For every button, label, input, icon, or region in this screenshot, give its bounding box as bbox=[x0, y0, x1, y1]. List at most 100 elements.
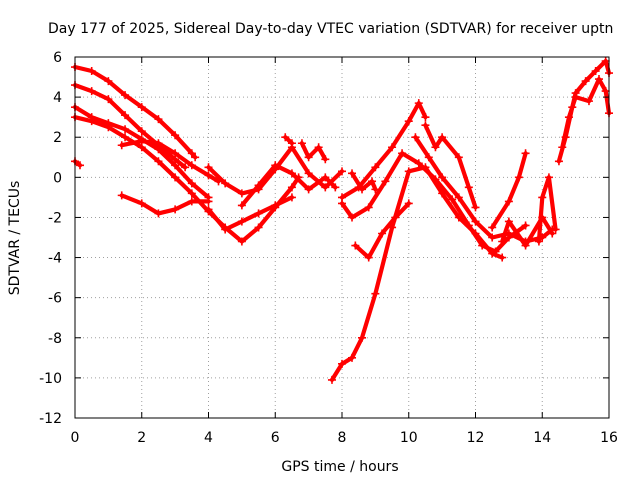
y-tick-label: -6 bbox=[48, 291, 62, 307]
data-point bbox=[348, 353, 357, 362]
data-point bbox=[388, 143, 397, 152]
data-point bbox=[521, 221, 530, 230]
data-point bbox=[581, 77, 590, 86]
data-point bbox=[351, 241, 360, 250]
data-point bbox=[521, 241, 530, 250]
data-point bbox=[488, 223, 497, 232]
x-tick-label: 2 bbox=[137, 430, 146, 446]
data-point bbox=[538, 193, 547, 202]
data-point bbox=[448, 195, 457, 204]
data-point bbox=[121, 125, 130, 134]
data-point bbox=[454, 193, 463, 202]
data-point bbox=[271, 161, 280, 170]
data-point bbox=[368, 177, 377, 186]
data-point bbox=[271, 201, 280, 210]
data-point bbox=[551, 225, 560, 234]
x-tick-label: 14 bbox=[533, 430, 551, 446]
data-point bbox=[117, 141, 126, 150]
x-tick-label: 8 bbox=[338, 430, 347, 446]
data-point bbox=[321, 173, 330, 182]
data-point bbox=[498, 237, 507, 246]
data-point bbox=[488, 249, 497, 258]
series-trace-12 bbox=[297, 139, 330, 164]
data-point bbox=[137, 103, 146, 112]
data-point bbox=[414, 159, 423, 168]
data-point bbox=[521, 149, 530, 158]
data-point bbox=[204, 171, 213, 180]
data-point bbox=[438, 133, 447, 142]
data-point bbox=[431, 143, 440, 152]
data-point bbox=[594, 75, 603, 84]
y-tick-label: 2 bbox=[53, 130, 62, 146]
data-point bbox=[364, 203, 373, 212]
data-point bbox=[304, 185, 313, 194]
y-tick-label: -10 bbox=[39, 371, 62, 387]
data-point bbox=[591, 67, 600, 76]
data-point bbox=[454, 153, 463, 162]
data-point bbox=[171, 131, 180, 140]
series-trace-7 bbox=[117, 191, 213, 218]
data-point bbox=[297, 139, 306, 148]
series-trace-19 bbox=[421, 121, 480, 212]
data-point bbox=[104, 123, 113, 132]
data-point bbox=[76, 161, 85, 170]
data-point bbox=[137, 199, 146, 208]
y-tick-label: -12 bbox=[39, 411, 62, 427]
y-tick-label: 0 bbox=[53, 170, 62, 186]
series-trace-22 bbox=[534, 173, 560, 246]
data-point bbox=[601, 57, 610, 66]
data-point bbox=[571, 93, 580, 102]
data-point bbox=[327, 375, 336, 384]
data-point bbox=[558, 143, 567, 152]
data-point bbox=[121, 111, 130, 120]
series-line bbox=[72, 82, 188, 170]
series-trace-16 bbox=[327, 163, 507, 384]
data-point bbox=[488, 233, 497, 242]
data-point bbox=[421, 163, 430, 172]
data-point bbox=[358, 333, 367, 342]
data-point bbox=[504, 197, 513, 206]
data-point bbox=[348, 169, 357, 178]
series-trace-17 bbox=[351, 199, 413, 262]
data-point bbox=[254, 181, 263, 190]
data-point bbox=[371, 185, 380, 194]
data-point bbox=[287, 183, 296, 192]
data-point bbox=[171, 161, 180, 170]
data-point bbox=[404, 117, 413, 126]
data-point bbox=[154, 115, 163, 124]
data-point bbox=[181, 163, 190, 172]
data-point bbox=[104, 95, 113, 104]
data-point bbox=[237, 189, 246, 198]
data-point bbox=[121, 133, 130, 142]
data-point bbox=[204, 205, 213, 214]
series-line bbox=[206, 195, 294, 232]
y-axis-label: SDTVAR / TECUs bbox=[7, 181, 23, 296]
data-point bbox=[221, 179, 230, 188]
y-tick-label: 6 bbox=[53, 50, 62, 66]
data-point bbox=[137, 137, 146, 146]
data-point bbox=[287, 169, 296, 178]
data-point bbox=[358, 185, 367, 194]
x-tick-label: 16 bbox=[600, 430, 618, 446]
series-trace-10 bbox=[237, 161, 340, 210]
data-point bbox=[154, 157, 163, 166]
x-tick-label: 12 bbox=[467, 430, 485, 446]
series-trace-11 bbox=[281, 133, 296, 148]
series-layer bbox=[71, 57, 613, 384]
data-point bbox=[404, 199, 413, 208]
x-tick-label: 0 bbox=[71, 430, 80, 446]
data-point bbox=[554, 157, 563, 166]
data-point bbox=[438, 173, 447, 182]
data-point bbox=[171, 149, 180, 158]
data-point bbox=[304, 153, 313, 162]
data-point bbox=[87, 117, 96, 126]
axis-layer: 0 2 4 6 8 10 12 14 16 -12 -10 -8 -6 -4 -2 0 2 4 6 bbox=[39, 50, 618, 446]
data-point bbox=[534, 237, 543, 246]
data-point bbox=[171, 205, 180, 214]
data-point bbox=[87, 67, 96, 76]
data-point bbox=[371, 163, 380, 172]
data-point bbox=[321, 155, 330, 164]
series-trace-4 bbox=[71, 113, 303, 246]
